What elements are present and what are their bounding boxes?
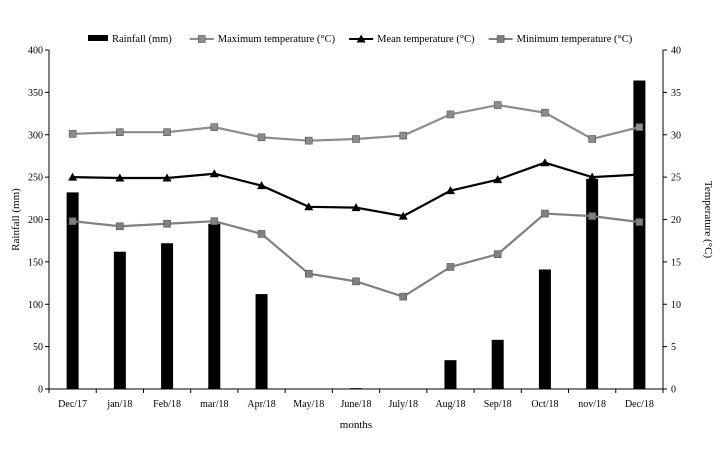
right-tick-label: 30 xyxy=(671,130,681,141)
left-tick-label: 0 xyxy=(38,385,43,396)
temperature-lines xyxy=(68,101,644,301)
data-point-June/18 xyxy=(351,203,361,212)
rainfall-bar-Dec/17 xyxy=(66,192,79,389)
data-point-mar/18 xyxy=(210,123,219,131)
x-tick-label: Sep/18 xyxy=(484,399,512,410)
rainfall-bar-Aug/18 xyxy=(444,360,457,389)
data-point-Apr/18 xyxy=(257,133,266,142)
rainfall-bar-Oct/18 xyxy=(538,269,551,389)
legend-marker-min xyxy=(496,35,505,43)
data-point-Dec/18 xyxy=(635,123,644,131)
rainfall-bar-Dec/18 xyxy=(633,80,646,389)
x-tick-label: nov/18 xyxy=(578,399,606,410)
x-tick-label: Oct/18 xyxy=(531,399,558,410)
data-point-Oct/18 xyxy=(540,158,550,167)
data-point-May/18 xyxy=(304,136,313,145)
rainfall-bar-Feb/18 xyxy=(161,243,174,389)
legend-label-rainfall: Rainfall (mm) xyxy=(112,34,172,45)
x-tick-label: Feb/18 xyxy=(153,399,181,410)
left-axis-title: Rainfall (mm) xyxy=(10,188,22,251)
data-point-July/18 xyxy=(399,131,408,140)
data-point-Feb/18 xyxy=(163,128,171,137)
series-mean-temperature xyxy=(68,158,644,220)
data-point-Feb/18 xyxy=(163,219,171,228)
axes: 0 50 100 150 200 250 300 350 400 0 5 10 15 20 25 30 35 40… xyxy=(10,46,714,432)
data-point-Aug/18 xyxy=(446,263,455,271)
data-point-July/18 xyxy=(399,292,408,301)
data-point-Dec/18 xyxy=(635,218,644,226)
data-point-jan/18 xyxy=(115,173,125,182)
data-point-Dec/17 xyxy=(68,130,77,138)
data-point-Aug/18 xyxy=(446,110,455,119)
right-tick-label: 5 xyxy=(671,342,676,353)
right-tick-label: 20 xyxy=(671,215,681,226)
data-point-Dec/17 xyxy=(68,217,77,225)
data-point-Dec/18 xyxy=(634,170,644,179)
right-tick-label: 25 xyxy=(671,173,681,184)
data-point-nov/18 xyxy=(587,172,597,181)
x-tick-label: Apr/18 xyxy=(247,399,275,410)
right-tick-label: 10 xyxy=(671,300,681,311)
data-point-nov/18 xyxy=(588,135,596,143)
rainfall-bar-nov/18 xyxy=(586,178,599,389)
right-axis-title: Temperature (°C) xyxy=(702,181,714,259)
data-point-Apr/18 xyxy=(257,181,267,190)
left-tick-label: 350 xyxy=(28,88,43,99)
rainfall-bar-mar/18 xyxy=(208,223,221,389)
data-point-June/18 xyxy=(352,277,360,286)
x-tick-label: mar/18 xyxy=(200,399,228,410)
data-point-Dec/17 xyxy=(68,172,78,181)
data-point-Apr/18 xyxy=(257,230,266,238)
data-point-mar/18 xyxy=(210,217,219,225)
rainfall-bar-Apr/18 xyxy=(255,294,268,389)
right-tick-label: 40 xyxy=(671,46,681,57)
x-tick-label: May/18 xyxy=(293,399,324,410)
x-tick-label: June/18 xyxy=(340,399,371,410)
data-point-jan/18 xyxy=(116,222,124,231)
rainfall-bars xyxy=(66,80,646,389)
legend-marker-max xyxy=(197,35,206,43)
right-tick-label: 35 xyxy=(671,88,681,99)
data-point-Sep/18 xyxy=(493,101,502,109)
left-tick-label: 150 xyxy=(28,257,43,268)
series-min-temperature xyxy=(68,209,644,301)
data-point-Sep/18 xyxy=(493,175,503,184)
left-tick-label: 200 xyxy=(28,215,43,226)
left-tick-label: 100 xyxy=(28,300,43,311)
left-tick-label: 400 xyxy=(28,46,43,57)
data-point-Oct/18 xyxy=(541,209,549,218)
x-axis-title: months xyxy=(340,419,372,431)
series-max-temperature xyxy=(68,101,644,145)
x-tick-label: July/18 xyxy=(389,399,418,410)
legend: Rainfall (mm) Maximum temperature (°C) Mea… xyxy=(88,34,633,45)
data-point-July/18 xyxy=(398,211,408,220)
data-point-Oct/18 xyxy=(541,108,549,117)
rainfall-bar-Sep/18 xyxy=(491,339,504,389)
left-tick-label: 300 xyxy=(28,130,43,141)
data-point-jan/18 xyxy=(116,128,124,137)
legend-label-min: Minimum temperature (°C) xyxy=(517,34,633,45)
right-tick-label: 15 xyxy=(671,257,681,268)
left-tick-label: 50 xyxy=(33,342,43,353)
data-point-May/18 xyxy=(304,202,314,211)
data-point-June/18 xyxy=(352,135,360,143)
rainfall-bar-jan/18 xyxy=(113,251,126,389)
right-tick-label: 0 xyxy=(671,385,676,396)
legend-label-max: Maximum temperature (°C) xyxy=(218,34,336,45)
data-point-Feb/18 xyxy=(162,173,172,182)
data-point-mar/18 xyxy=(209,169,219,178)
data-point-May/18 xyxy=(304,269,313,278)
x-tick-label: Dec/17 xyxy=(58,399,87,410)
data-point-Sep/18 xyxy=(493,250,502,259)
legend-swatch-rainfall xyxy=(88,35,108,41)
x-tick-label: jan/18 xyxy=(106,399,132,410)
x-tick-label: Dec/18 xyxy=(625,399,654,410)
legend-marker-mean xyxy=(356,34,366,43)
x-tick-label: Aug/18 xyxy=(435,399,465,410)
data-point-Aug/18 xyxy=(445,186,455,195)
data-point-nov/18 xyxy=(588,212,596,220)
left-tick-label: 250 xyxy=(28,173,43,184)
legend-label-mean: Mean temperature (°C) xyxy=(377,34,475,45)
